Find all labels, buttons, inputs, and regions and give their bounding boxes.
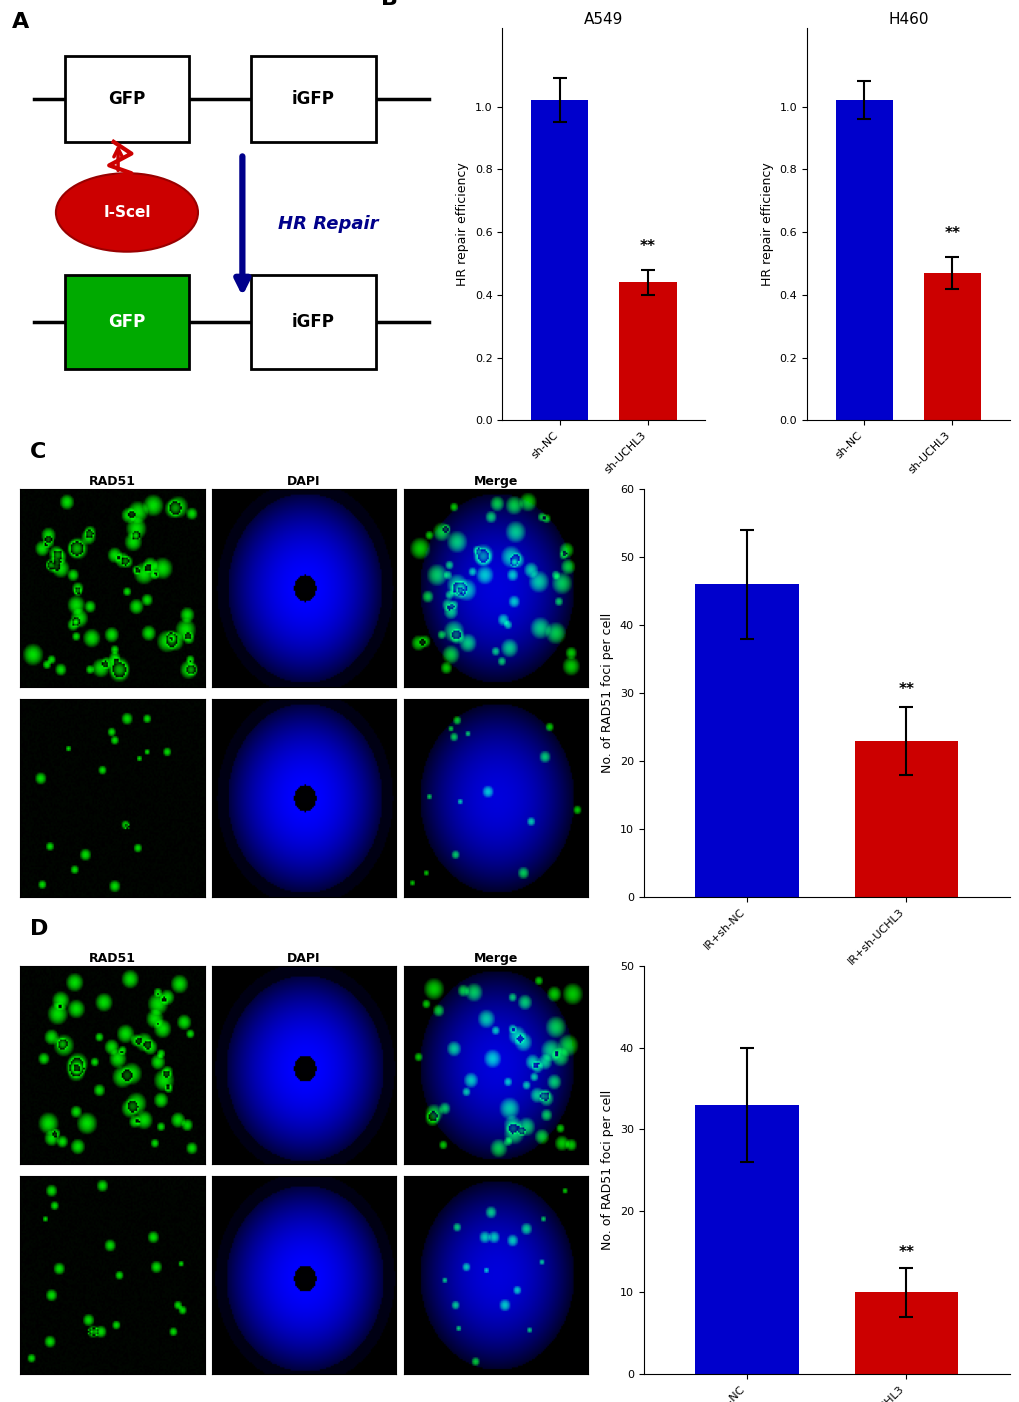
Bar: [923, 273, 980, 421]
FancyBboxPatch shape: [251, 275, 375, 369]
Title: RAD51: RAD51: [89, 475, 136, 488]
Bar: [695, 1105, 798, 1374]
Bar: [835, 100, 892, 421]
Text: I-Scel: I-Scel: [103, 205, 151, 220]
FancyBboxPatch shape: [65, 275, 189, 369]
Title: RAD51: RAD51: [89, 952, 136, 965]
Bar: [854, 1293, 957, 1374]
Text: **: **: [639, 238, 655, 254]
Y-axis label: HR repair efficiency: HR repair efficiency: [455, 163, 469, 286]
Y-axis label: No. of RAD51 foci per cell: No. of RAD51 foci per cell: [601, 1089, 613, 1251]
Y-axis label: No. of RAD51 foci per cell: No. of RAD51 foci per cell: [601, 613, 613, 774]
Text: **: **: [944, 227, 960, 241]
Title: DAPI: DAPI: [287, 475, 321, 488]
Bar: [531, 100, 588, 421]
Title: DAPI: DAPI: [287, 952, 321, 965]
Text: HR Repair: HR Repair: [277, 216, 378, 233]
Bar: [854, 740, 957, 897]
Bar: [619, 282, 676, 421]
Title: A549: A549: [584, 11, 623, 27]
Text: GFP: GFP: [108, 313, 146, 331]
Y-axis label: HR repair efficiency: HR repair efficiency: [760, 163, 773, 286]
FancyBboxPatch shape: [251, 56, 375, 142]
Title: H460: H460: [888, 11, 927, 27]
Text: **: **: [898, 1245, 913, 1260]
FancyBboxPatch shape: [65, 56, 189, 142]
Text: C: C: [31, 442, 47, 463]
Title: Merge: Merge: [473, 952, 518, 965]
Text: iGFP: iGFP: [291, 90, 334, 108]
Title: Merge: Merge: [473, 475, 518, 488]
Ellipse shape: [56, 174, 198, 252]
Bar: [695, 585, 798, 897]
Text: GFP: GFP: [108, 90, 146, 108]
Text: **: **: [898, 681, 913, 697]
Text: D: D: [31, 918, 49, 939]
Text: iGFP: iGFP: [291, 313, 334, 331]
Text: B: B: [380, 0, 397, 8]
Text: A: A: [11, 13, 29, 32]
